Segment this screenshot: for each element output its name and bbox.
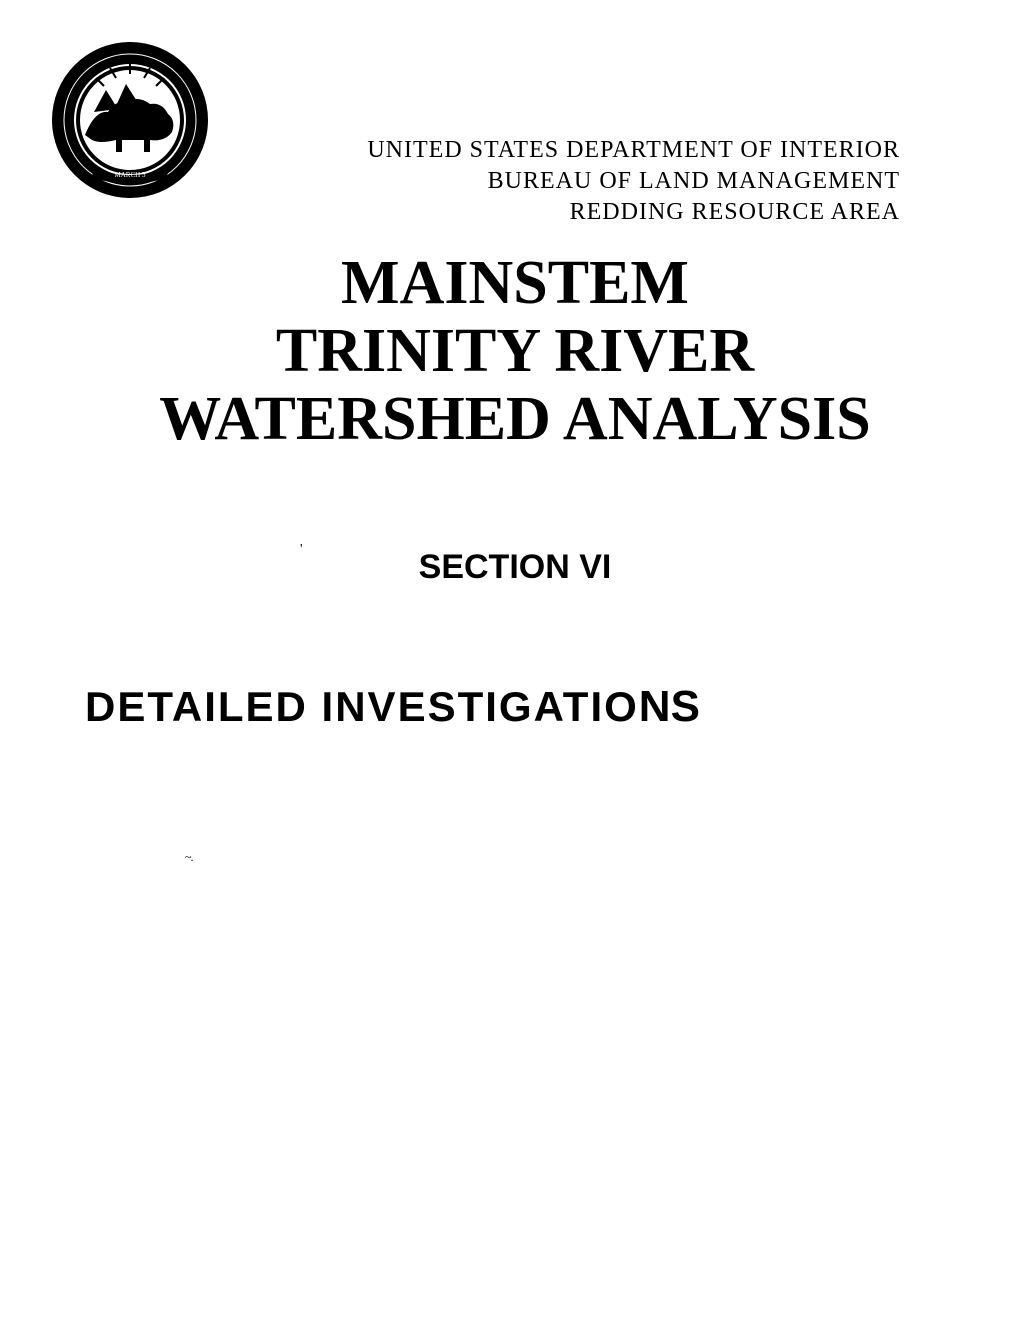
subtitle-part-1: DETAILED INVESTIGATIO	[85, 683, 639, 730]
subtitle-part-2: NS	[639, 682, 700, 731]
scan-artifact-tick: '	[300, 542, 303, 558]
section-label: SECTION VI	[419, 548, 612, 586]
document-title: MAINSTEM TRINITY RIVER WATERSHED ANALYSI…	[50, 249, 980, 454]
department-seal: MARCH 3	[50, 40, 210, 200]
section-heading: SECTION VI	[50, 548, 980, 587]
agency-header: UNITED STATES DEPARTMENT OF INTERIOR BUR…	[300, 135, 980, 229]
title-line-3: WATERSHED ANALYSIS	[50, 385, 980, 453]
agency-line-1: UNITED STATES DEPARTMENT OF INTERIOR	[300, 135, 900, 166]
interior-seal-icon: MARCH 3	[50, 40, 210, 200]
subtitle-heading: DETAILED INVESTIGATIONS	[50, 682, 980, 732]
agency-line-3: REDDING RESOURCE AREA	[300, 197, 900, 228]
agency-line-2: BUREAU OF LAND MANAGEMENT	[300, 166, 900, 197]
title-line-2: TRINITY RIVER	[50, 317, 980, 385]
title-line-1: MAINSTEM	[50, 249, 980, 317]
scan-artifact-squiggle: ~.	[185, 850, 193, 865]
svg-text:MARCH 3: MARCH 3	[115, 171, 146, 179]
